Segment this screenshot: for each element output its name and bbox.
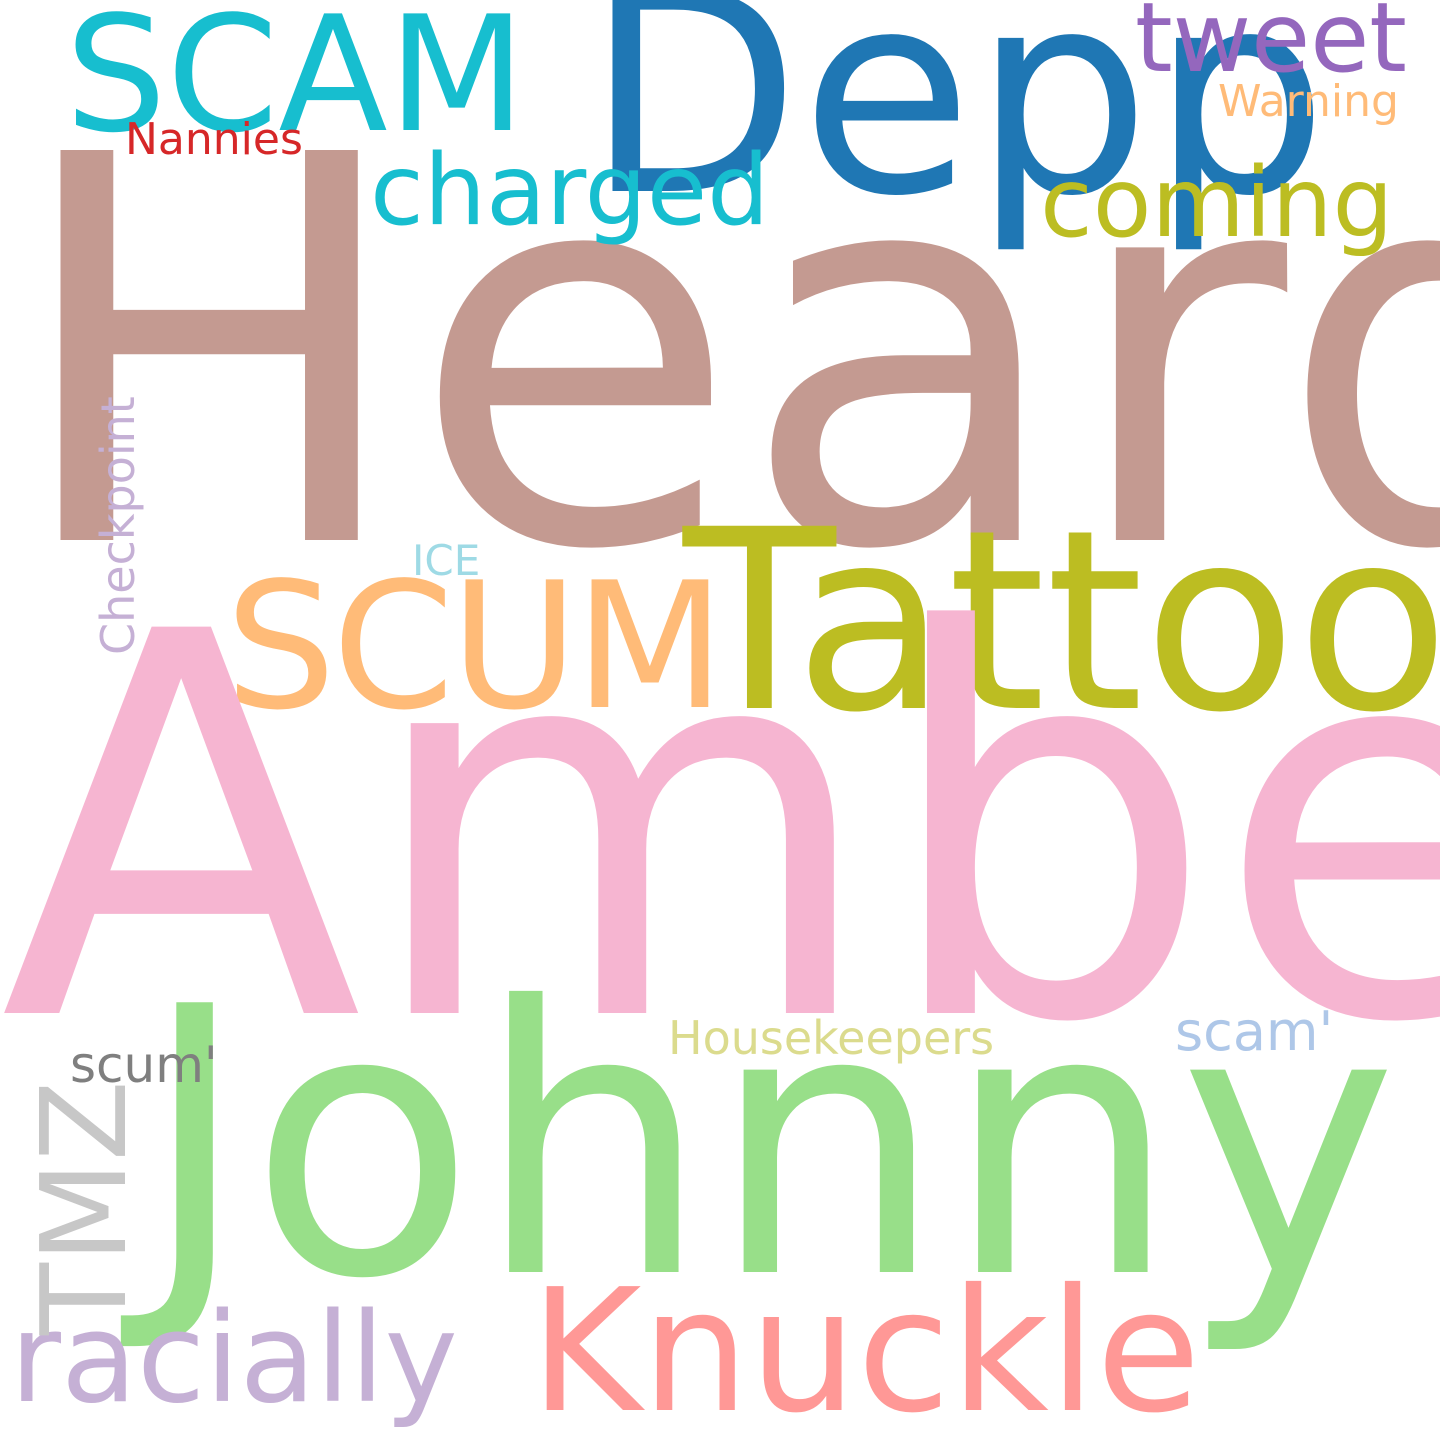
word-checkpoint: Checkpoint [91, 396, 145, 655]
word-depp: Depp [585, 0, 1329, 258]
word-heard: Heard [8, 44, 1440, 667]
word-scum-quote: scum' [70, 1036, 218, 1094]
word-scum: SCUM [225, 546, 725, 749]
word-johnny: Johnny [140, 930, 1398, 1360]
word-racially: racially [10, 1287, 458, 1431]
word-knuckle: Knuckle [530, 1253, 1201, 1440]
word-ice: ICE [412, 536, 481, 585]
word-coming: coming [1040, 147, 1394, 259]
word-scam: SCAM [65, 0, 526, 168]
word-tattoo: Tattoo [683, 476, 1440, 767]
word-housekeepers: Housekeepers [668, 1011, 995, 1065]
word-amber: Amber [0, 521, 1440, 1138]
word-charged: charged [370, 134, 770, 248]
word-nannies: Nannies [125, 114, 303, 165]
word-warning: Warning [1218, 76, 1399, 127]
word-tweet: tweet [1135, 0, 1407, 94]
word-tmz: TMZ [15, 1080, 153, 1335]
word-scam-quote: scam' [1175, 1000, 1334, 1063]
